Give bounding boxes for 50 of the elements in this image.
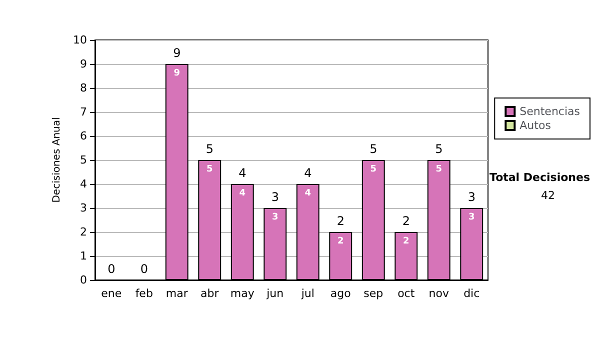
- y-tick-label: 2: [80, 226, 87, 238]
- x-tick-label: ago: [330, 287, 352, 300]
- total-label: 5: [206, 142, 214, 156]
- y-tick-label: 3: [80, 202, 87, 214]
- legend-label: Autos: [520, 119, 552, 132]
- total-label: 2: [402, 214, 410, 228]
- x-tick-label: sep: [364, 287, 384, 300]
- text: 42: [541, 189, 556, 202]
- y-tick-label: 1: [80, 250, 87, 262]
- text: Total Decisiones: [490, 171, 590, 184]
- total-label: 2: [336, 214, 344, 228]
- x-tick-label: nov: [428, 287, 450, 300]
- y-tick-label: 4: [80, 178, 87, 190]
- total-label: 5: [435, 142, 443, 156]
- total-label: 4: [238, 166, 246, 180]
- y-tick-label: 7: [80, 106, 87, 118]
- data-label: 4: [304, 188, 312, 198]
- x-tick-label: mar: [166, 287, 188, 300]
- data-label: 3: [272, 212, 278, 222]
- x-tick-label: oct: [398, 287, 416, 300]
- total-label: 3: [468, 190, 476, 204]
- data-label: 2: [337, 236, 344, 246]
- x-tick-label: jun: [266, 287, 284, 300]
- total-label: 9: [173, 46, 181, 60]
- data-label: 5: [370, 164, 377, 174]
- data-label: 4: [239, 188, 246, 198]
- total-label: 0: [140, 262, 148, 276]
- total-label: 3: [271, 190, 279, 204]
- y-tick-label: 8: [80, 82, 87, 94]
- x-tick-label: abr: [200, 287, 220, 300]
- data-label: 5: [436, 164, 442, 174]
- x-tick-label: ene: [101, 287, 122, 300]
- data-label: 5: [206, 164, 213, 174]
- data-label: 2: [402, 236, 410, 246]
- legend-label: Sentencias: [520, 105, 580, 118]
- y-tick-label: 10: [73, 34, 87, 46]
- x-tick-label: may: [230, 287, 255, 300]
- y-tick-label: 0: [80, 274, 87, 286]
- y-tick-label: 9: [80, 58, 87, 70]
- x-tick-label: jul: [300, 287, 314, 300]
- y-axis-title: Decisiones Anual: [52, 117, 63, 203]
- x-tick-label: feb: [135, 287, 153, 300]
- data-label: 3: [468, 212, 475, 222]
- total-label: 5: [370, 142, 378, 156]
- total-label: 4: [304, 166, 312, 180]
- data-label: 9: [174, 68, 180, 78]
- total-label: 0: [108, 262, 116, 276]
- y-tick-label: 5: [80, 154, 87, 166]
- y-tick-label: 6: [80, 130, 87, 142]
- x-tick-label: dic: [464, 287, 480, 300]
